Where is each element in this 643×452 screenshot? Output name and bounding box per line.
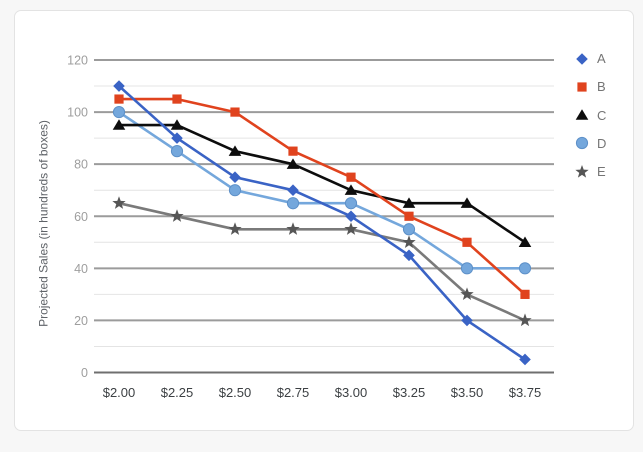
series-E-marker-star-icon (518, 313, 532, 327)
series-D-marker-circle-icon (402, 223, 416, 236)
series-B-marker-square-icon (230, 107, 240, 117)
series-A-marker-diamond-icon (461, 314, 473, 327)
y-tick-label: 120 (67, 54, 88, 68)
legend-triangle-glyph (575, 109, 589, 120)
series-C-marker-triangle-icon (402, 197, 416, 208)
series-C-marker-triangle-icon (344, 184, 358, 195)
series-A-marker-diamond-icon (345, 210, 357, 223)
x-tick-label: $2.75 (277, 385, 310, 400)
legend-item-A: A (574, 51, 606, 66)
series-B-marker-square-icon (346, 172, 356, 182)
series-C (112, 119, 532, 247)
series-D-marker-circle-icon (112, 105, 126, 119)
x-tick-label: $2.50 (219, 385, 252, 400)
series-line-E (117, 201, 527, 322)
series-line-C (117, 123, 527, 244)
legend-item-E: E (574, 164, 606, 179)
legend-label-B: B (597, 79, 606, 95)
series-D-marker-circle-icon (170, 145, 184, 158)
series-E (112, 196, 532, 327)
x-tick-label: $2.25 (161, 385, 194, 400)
series-C-marker-triangle-icon (170, 119, 184, 130)
series-line-A (117, 84, 527, 361)
series-C-marker-triangle-icon (112, 119, 126, 130)
series-B (114, 94, 530, 299)
series-B-marker-square-icon (172, 94, 182, 104)
x-tick-label: $2.00 (103, 385, 136, 400)
series-C-marker-triangle-icon (286, 158, 300, 169)
legend-marker-star-icon (575, 164, 589, 178)
series-D-marker-circle-icon (460, 262, 474, 275)
series-line-B (117, 97, 527, 296)
legend-label-D: D (597, 135, 607, 151)
x-tick-label: $3.75 (509, 385, 542, 400)
series-B-marker-square-icon (520, 289, 530, 299)
chart-card: 0 20 40 60 80 100 120 $2.00 $2.25 $2.50 $2.75 $3.00… (14, 10, 634, 431)
y-axis-title: Projected Sales (in hundreds of boxes) (36, 120, 51, 327)
series-B-marker-square-icon (462, 237, 472, 247)
series-D-marker-circle-icon (344, 197, 358, 210)
legend-marker-square-icon (577, 82, 587, 92)
x-tick-label: $3.50 (451, 385, 484, 400)
series-E-marker-star-icon (402, 235, 416, 248)
legend-marker-diamond-icon (576, 52, 588, 65)
legend-label-A: A (597, 51, 606, 66)
legend-label-C: C (597, 107, 607, 123)
series-C-marker-triangle-icon (518, 236, 532, 247)
series-C-marker-triangle-icon (460, 197, 474, 208)
series-E-marker-star-icon (344, 222, 358, 235)
series-A (113, 80, 531, 366)
series-A-marker-diamond-icon (403, 249, 415, 262)
series-E-marker-star-icon (460, 287, 474, 301)
y-tick-label: 0 (81, 366, 88, 380)
y-tick-label: 60 (74, 210, 88, 224)
legend-marker-circle-icon (575, 137, 589, 150)
legend-marker-triangle-icon (575, 109, 589, 120)
legend-circle-glyph (575, 137, 589, 150)
x-tick-label: $3.25 (393, 385, 426, 400)
legend-label-E: E (597, 164, 606, 180)
series-E-marker-star-icon (170, 209, 184, 222)
series-C-marker-triangle-icon (228, 145, 242, 156)
legend-item-D: D (574, 136, 606, 151)
legend-square-glyph (577, 82, 587, 92)
series-E-marker-star-icon (112, 196, 126, 209)
y-tick-label: 100 (67, 106, 88, 120)
y-tick-label: 40 (74, 262, 88, 276)
series-D-marker-circle-icon (228, 184, 242, 197)
series-D (112, 105, 532, 275)
legend-star-glyph (575, 164, 589, 178)
legend-diamond-glyph (576, 52, 588, 65)
series-A-marker-diamond-icon (287, 184, 299, 197)
series-D-marker-circle-icon (286, 197, 300, 210)
series-B-marker-square-icon (288, 146, 298, 156)
x-tick-label: $3.00 (335, 385, 368, 400)
series-A-marker-diamond-icon (229, 171, 241, 183)
series-D-marker-circle-icon (518, 262, 532, 275)
series-B-marker-square-icon (404, 211, 414, 221)
y-tick-label: 20 (74, 314, 88, 328)
series-A-marker-diamond-icon (171, 132, 183, 144)
series-B-marker-square-icon (114, 94, 124, 104)
line-chart-canvas: 0 20 40 60 80 100 120 $2.00 $2.25 $2.50 $2.75 $3.00… (67, 54, 554, 400)
series-E-marker-star-icon (228, 222, 242, 235)
series-E-marker-star-icon (286, 222, 300, 235)
series-A-marker-diamond-icon (113, 80, 125, 92)
y-tick-label: 80 (74, 158, 88, 172)
legend-item-B: B (574, 79, 606, 94)
legend-item-C: C (574, 108, 606, 123)
